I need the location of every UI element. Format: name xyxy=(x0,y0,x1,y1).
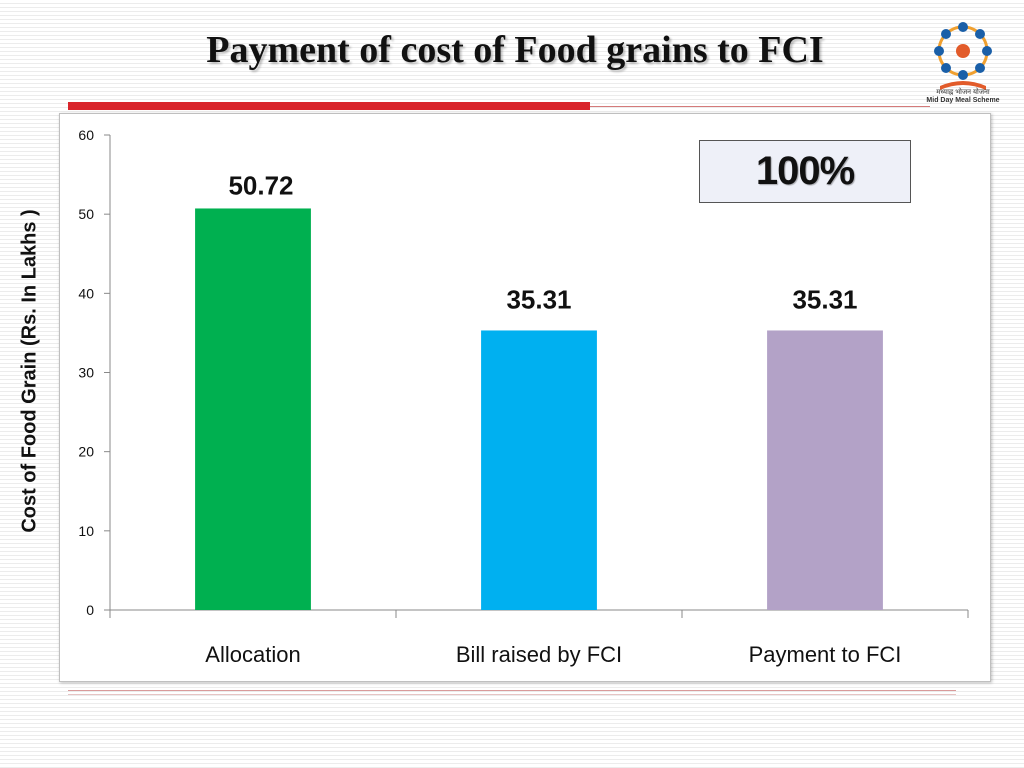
bar xyxy=(195,208,311,610)
y-tick-label: 50 xyxy=(78,206,94,222)
y-axis-label: Cost of Food Grain (Rs. In Lakhs ) xyxy=(18,209,41,533)
y-tick-label: 10 xyxy=(78,523,94,539)
bar xyxy=(767,330,883,610)
data-label: 35.31 xyxy=(506,284,571,314)
x-category-label: Payment to FCI xyxy=(749,642,902,667)
y-tick-label: 0 xyxy=(86,602,94,618)
data-label: 35.31 xyxy=(792,284,857,314)
percentage-callout: 100% xyxy=(699,140,911,203)
y-tick-label: 30 xyxy=(78,365,94,381)
mid-day-meal-logo xyxy=(934,22,992,90)
x-category-label: Allocation xyxy=(205,642,300,667)
bar xyxy=(481,330,597,610)
title-rule-red xyxy=(68,102,590,110)
y-tick-label: 60 xyxy=(78,127,94,143)
footer-rule xyxy=(68,690,956,691)
logo-text-hindi: मध्याह्न भोजन योजना xyxy=(936,89,990,96)
x-category-label: Bill raised by FCI xyxy=(456,642,622,667)
slide-title: Payment of cost of Food grains to FCI xyxy=(206,29,824,71)
y-tick-label: 20 xyxy=(78,444,94,460)
data-label: 50.72 xyxy=(228,170,293,200)
y-tick-label: 40 xyxy=(78,285,94,301)
footer-rule-secondary xyxy=(68,694,956,695)
logo-text-english: Mid Day Meal Scheme xyxy=(926,97,1000,104)
title-rule-thin xyxy=(590,106,930,107)
logo-ring-icon xyxy=(934,22,992,90)
